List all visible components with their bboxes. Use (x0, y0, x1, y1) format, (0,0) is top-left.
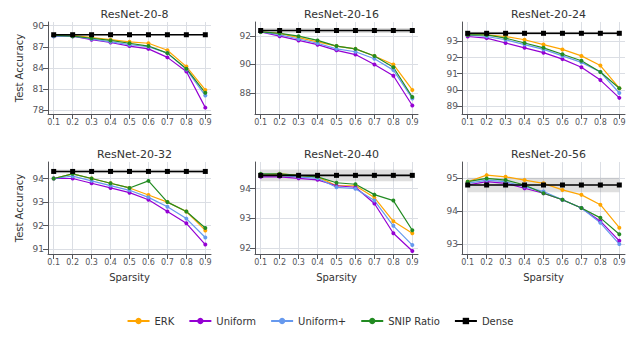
svg-text:0.1: 0.1 (254, 258, 267, 267)
svg-text:Sparsity: Sparsity (523, 272, 564, 283)
svg-text:0.6: 0.6 (349, 118, 362, 127)
svg-text:0.5: 0.5 (537, 118, 550, 127)
svg-text:0.3: 0.3 (85, 258, 98, 267)
svg-text:ResNet-20-32: ResNet-20-32 (97, 148, 172, 161)
svg-text:0.3: 0.3 (499, 258, 512, 267)
svg-text:0.4: 0.4 (518, 118, 531, 127)
svg-text:0.2: 0.2 (66, 118, 79, 127)
svg-text:0.9: 0.9 (199, 258, 212, 267)
svg-text:0.2: 0.2 (66, 258, 79, 267)
svg-text:0.4: 0.4 (311, 118, 324, 127)
svg-text:0.6: 0.6 (349, 258, 362, 267)
svg-text:0.1: 0.1 (461, 258, 474, 267)
svg-text:0.9: 0.9 (406, 258, 419, 267)
svg-text:0.7: 0.7 (575, 258, 588, 267)
svg-text:92: 92 (33, 221, 44, 231)
svg-text:94: 94 (447, 206, 459, 216)
svg-text:0.5: 0.5 (123, 118, 136, 127)
svg-text:92: 92 (240, 243, 251, 253)
svg-text:0.3: 0.3 (292, 258, 305, 267)
svg-text:93: 93 (447, 36, 458, 46)
svg-text:0.8: 0.8 (594, 118, 607, 127)
svg-text:93: 93 (33, 197, 44, 207)
svg-text:0.8: 0.8 (180, 258, 193, 267)
svg-text:0.9: 0.9 (406, 118, 419, 127)
svg-text:90: 90 (447, 85, 459, 95)
svg-text:0.6: 0.6 (556, 118, 569, 127)
svg-text:91: 91 (33, 244, 44, 254)
svg-text:Uniform+: Uniform+ (298, 316, 346, 327)
svg-text:Test Accuracy: Test Accuracy (14, 34, 25, 104)
svg-text:91: 91 (447, 69, 458, 79)
svg-text:0.6: 0.6 (142, 258, 155, 267)
svg-text:78: 78 (33, 105, 45, 115)
svg-text:0.3: 0.3 (292, 118, 305, 127)
svg-text:0.3: 0.3 (499, 118, 512, 127)
svg-text:Sparsity: Sparsity (109, 272, 150, 283)
svg-text:0.5: 0.5 (330, 118, 343, 127)
svg-text:0.7: 0.7 (161, 258, 174, 267)
svg-text:ResNet-20-40: ResNet-20-40 (304, 148, 379, 161)
svg-text:0.9: 0.9 (613, 118, 626, 127)
svg-text:0.1: 0.1 (47, 258, 60, 267)
svg-text:87: 87 (33, 42, 44, 52)
svg-text:0.8: 0.8 (387, 118, 400, 127)
svg-text:ResNet-20-56: ResNet-20-56 (511, 148, 586, 161)
svg-text:84: 84 (33, 63, 45, 73)
svg-text:0.1: 0.1 (461, 118, 474, 127)
svg-text:0.2: 0.2 (480, 118, 493, 127)
svg-text:90: 90 (33, 21, 45, 31)
svg-text:89: 89 (447, 101, 459, 111)
svg-text:0.6: 0.6 (556, 258, 569, 267)
svg-text:93: 93 (240, 213, 251, 223)
svg-text:0.8: 0.8 (180, 118, 193, 127)
svg-text:0.2: 0.2 (273, 118, 286, 127)
svg-text:0.9: 0.9 (613, 258, 626, 267)
svg-text:0.7: 0.7 (575, 118, 588, 127)
svg-text:0.6: 0.6 (142, 118, 155, 127)
svg-text:ResNet-20-8: ResNet-20-8 (101, 8, 169, 21)
svg-text:SNIP Ratio: SNIP Ratio (388, 316, 440, 327)
svg-text:81: 81 (33, 84, 44, 94)
svg-text:0.2: 0.2 (273, 258, 286, 267)
svg-text:0.1: 0.1 (47, 118, 60, 127)
svg-text:0.7: 0.7 (368, 258, 381, 267)
svg-text:90: 90 (240, 59, 252, 69)
svg-text:94: 94 (240, 184, 252, 194)
svg-text:Dense: Dense (482, 316, 514, 327)
svg-text:92: 92 (240, 31, 251, 41)
svg-text:0.9: 0.9 (199, 118, 212, 127)
svg-text:0.3: 0.3 (85, 118, 98, 127)
svg-text:0.5: 0.5 (330, 258, 343, 267)
svg-text:93: 93 (447, 239, 458, 249)
svg-text:0.2: 0.2 (480, 258, 493, 267)
svg-text:0.5: 0.5 (123, 258, 136, 267)
svg-text:0.1: 0.1 (254, 118, 267, 127)
svg-text:0.7: 0.7 (161, 118, 174, 127)
svg-text:95: 95 (447, 173, 458, 183)
svg-text:ResNet-20-24: ResNet-20-24 (511, 8, 586, 21)
svg-text:0.4: 0.4 (104, 258, 117, 267)
svg-text:Test Accuracy: Test Accuracy (14, 174, 25, 244)
svg-text:0.7: 0.7 (368, 118, 381, 127)
svg-text:0.4: 0.4 (518, 258, 531, 267)
svg-text:ERK: ERK (155, 316, 175, 327)
svg-text:ResNet-20-16: ResNet-20-16 (304, 8, 379, 21)
svg-text:94: 94 (33, 174, 45, 184)
svg-text:Uniform: Uniform (216, 316, 256, 327)
svg-text:92: 92 (447, 53, 458, 63)
svg-text:88: 88 (240, 88, 252, 98)
svg-text:Sparsity: Sparsity (316, 272, 357, 283)
svg-text:0.4: 0.4 (311, 258, 324, 267)
svg-text:0.8: 0.8 (387, 258, 400, 267)
svg-text:0.4: 0.4 (104, 118, 117, 127)
svg-text:0.5: 0.5 (537, 258, 550, 267)
svg-text:0.8: 0.8 (594, 258, 607, 267)
